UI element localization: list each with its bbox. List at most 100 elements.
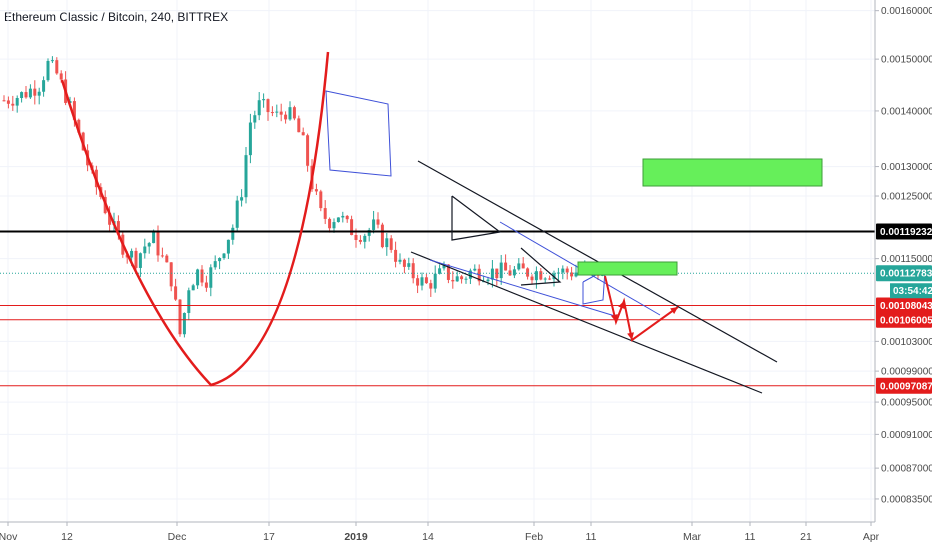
x-axis-ticks[interactable]: Nov 12 Dec 17 2019 14 Feb 11 Mar 11 21 Apr xyxy=(0,522,880,543)
candle-body xyxy=(160,255,164,257)
y-axis-ticks: 0.00160000 0.00150000 0.00140000 0.00130000… xyxy=(875,6,932,505)
candle-body xyxy=(530,276,534,281)
candle-body xyxy=(235,200,239,228)
candle-body xyxy=(332,222,336,229)
x-tick-label: Apr xyxy=(863,531,880,543)
x-tick-label: Mar xyxy=(683,531,702,543)
candle-body xyxy=(402,259,406,267)
chart-title: Ethereum Classic / Bitcoin, 240, BITTREX xyxy=(4,10,229,24)
grid xyxy=(0,0,875,522)
support-price-tag: 0.00108043 xyxy=(876,297,932,314)
candle-body xyxy=(59,73,63,80)
candle-body xyxy=(169,262,173,287)
price-tag-bg xyxy=(876,265,932,282)
blue-line-lower[interactable] xyxy=(429,259,616,317)
candle-body xyxy=(182,312,186,335)
candle-body xyxy=(486,279,490,282)
x-tick-label: 11 xyxy=(586,531,597,543)
y-tick-label: 0.00115000 xyxy=(881,254,932,265)
support-price-tag: 0.00106005 xyxy=(876,311,932,328)
candle-body xyxy=(389,238,393,250)
candle-body xyxy=(526,268,530,277)
candle-body xyxy=(574,272,578,277)
candle-body xyxy=(191,285,195,291)
price-tag-bg xyxy=(876,223,932,240)
arrowhead-3 xyxy=(627,332,634,340)
candle-body xyxy=(438,268,442,274)
candle-body xyxy=(565,268,569,273)
candle-body xyxy=(416,278,420,286)
candle-body xyxy=(248,122,252,156)
candle-body xyxy=(152,231,156,244)
candle-body xyxy=(138,253,142,268)
candle-body xyxy=(288,107,292,120)
target-box[interactable] xyxy=(642,158,823,187)
candle-body xyxy=(455,276,459,282)
candle-body xyxy=(55,60,59,74)
candle-body xyxy=(218,258,222,262)
candle-body xyxy=(108,213,112,225)
candle-body xyxy=(284,114,288,120)
candle-body xyxy=(244,155,248,198)
triangle-pattern-2[interactable] xyxy=(520,247,562,286)
candle-body xyxy=(521,263,525,269)
candle-body xyxy=(174,286,178,300)
candle-body xyxy=(570,272,574,277)
candle-body xyxy=(495,268,499,279)
candle-body xyxy=(517,263,521,270)
candle-body xyxy=(420,277,424,286)
candle-body xyxy=(446,264,450,280)
candle-body xyxy=(143,246,147,254)
candle-body xyxy=(490,268,494,280)
candle-body xyxy=(240,197,244,201)
y-tick-label: 0.00095000 xyxy=(881,398,932,409)
candle-body xyxy=(209,267,213,288)
candle-body xyxy=(341,215,345,218)
drawings[interactable] xyxy=(60,51,823,394)
candle-body xyxy=(367,229,371,236)
candle-body xyxy=(319,191,323,209)
candle-body xyxy=(262,99,266,101)
candle-body xyxy=(20,92,24,99)
cup-curve[interactable] xyxy=(60,51,330,387)
price-tag-label: 0.00108043 xyxy=(880,301,932,312)
x-tick-label: Nov xyxy=(0,531,18,543)
candle-body xyxy=(292,107,296,119)
candle-body xyxy=(270,112,274,114)
flag-parallelogram[interactable] xyxy=(325,90,392,177)
entry-box[interactable] xyxy=(577,261,678,276)
candle-body xyxy=(534,271,538,281)
candle-body xyxy=(187,290,191,313)
channel-lower[interactable] xyxy=(410,251,763,394)
candle-body xyxy=(539,271,543,280)
price-tag-label: 0.00112783 xyxy=(880,269,932,280)
y-tick-label: 0.00091000 xyxy=(881,430,932,441)
candle-body xyxy=(394,249,398,262)
candle-body xyxy=(24,92,28,98)
price-tag-bg xyxy=(876,297,932,314)
triangle-pattern-1[interactable] xyxy=(451,195,502,241)
price-levels xyxy=(0,230,875,387)
candle-body xyxy=(297,118,301,133)
candle-body xyxy=(116,221,120,235)
candle-body xyxy=(226,239,230,254)
x-tick-label: Feb xyxy=(525,531,543,543)
candle-body xyxy=(407,263,411,267)
x-tick-label: 14 xyxy=(422,531,434,543)
x-tick-label: 2019 xyxy=(344,531,368,543)
x-tick-label: Dec xyxy=(168,531,187,543)
candle-body xyxy=(156,231,160,256)
candle-body xyxy=(442,264,446,269)
y-tick-label: 0.00125000 xyxy=(881,192,932,203)
candle-body xyxy=(72,101,76,120)
arrowhead-2 xyxy=(618,301,625,309)
price-tag-label: 0.00106005 xyxy=(880,315,932,326)
candle-body xyxy=(213,261,217,268)
candle-body xyxy=(130,250,134,258)
candle-body xyxy=(512,269,516,276)
candle-body xyxy=(433,273,437,289)
candle-body xyxy=(424,277,428,284)
candle-body xyxy=(358,239,362,242)
y-tick-label: 0.00150000 xyxy=(881,55,932,66)
